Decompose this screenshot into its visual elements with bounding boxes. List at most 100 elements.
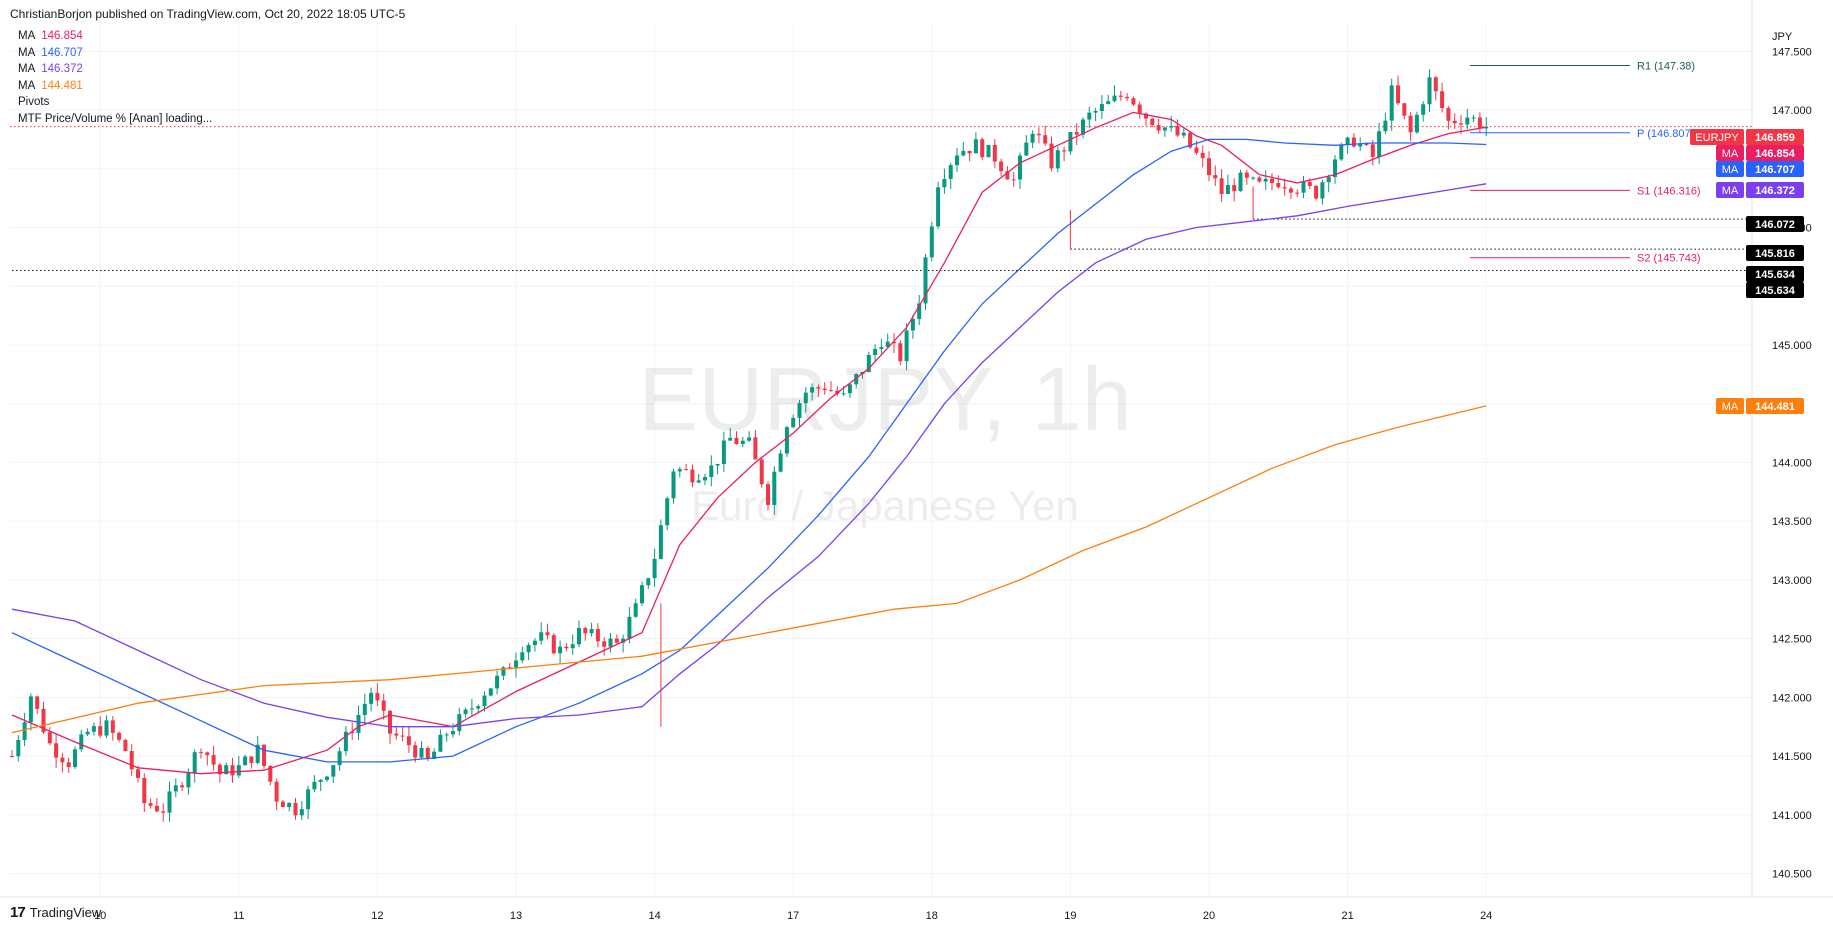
candle: [406, 726, 411, 753]
candle: [488, 688, 493, 697]
candle: [129, 743, 134, 777]
candle-body: [558, 646, 563, 654]
candle-body: [1144, 113, 1148, 119]
candle: [803, 387, 808, 413]
candle: [1288, 186, 1293, 200]
candle: [362, 693, 367, 725]
candle-body: [1219, 178, 1224, 195]
candle-body: [898, 343, 903, 362]
candle: [47, 727, 52, 746]
candle: [230, 757, 235, 783]
candle-body: [41, 708, 46, 733]
price-label-name: MA: [1722, 401, 1739, 413]
price-label: EURJPY 146.859: [1690, 129, 1804, 145]
candle-body: [343, 731, 348, 752]
candle: [60, 752, 65, 773]
candle: [551, 632, 556, 655]
candle: [747, 431, 752, 443]
candle-body: [885, 341, 890, 348]
candle-body: [1011, 179, 1016, 181]
y-tick-label: 142.000: [1772, 692, 1812, 704]
candle-body: [955, 155, 959, 166]
candle-body: [847, 384, 852, 394]
candle-body: [1471, 117, 1476, 119]
legend-item[interactable]: MA 144.481: [18, 78, 83, 95]
candle-body: [734, 437, 739, 445]
candle-body: [646, 578, 651, 586]
candle: [885, 333, 890, 348]
candle: [879, 338, 884, 354]
candle: [1213, 165, 1218, 186]
price-label-bg: [1746, 145, 1804, 161]
legend-item[interactable]: MA 146.707: [18, 45, 83, 62]
candle-body: [595, 629, 600, 642]
candle-body: [1307, 181, 1312, 187]
candle: [142, 773, 147, 812]
candle-body: [1377, 131, 1382, 157]
candle: [967, 150, 972, 162]
candle-body: [1005, 171, 1010, 180]
legend-item[interactable]: Pivots: [18, 94, 49, 111]
candle: [375, 683, 380, 707]
candle-body: [1244, 172, 1249, 178]
candle-body: [1036, 133, 1041, 136]
x-tick-label: 17: [787, 910, 799, 922]
candle: [1125, 93, 1130, 101]
candle-body: [1232, 185, 1237, 192]
candle: [1244, 169, 1249, 185]
candle-body: [1314, 186, 1319, 199]
price-label-value: 146.854: [1755, 148, 1796, 160]
candle: [306, 785, 311, 819]
candle-body: [375, 692, 380, 701]
candle-body: [1396, 85, 1400, 104]
candle: [854, 373, 859, 389]
candle: [986, 144, 991, 158]
candle-body: [425, 747, 430, 760]
candle-body: [1049, 143, 1054, 169]
candle: [1106, 94, 1111, 105]
candle: [274, 778, 279, 810]
candle: [243, 754, 248, 766]
y-tick-label: 147.000: [1772, 105, 1812, 117]
candle: [1263, 170, 1268, 190]
candle-body: [1345, 137, 1350, 146]
candle: [948, 162, 953, 189]
legend-item[interactable]: MA 146.854: [18, 28, 83, 45]
price-label: MA 146.854: [1716, 145, 1804, 161]
candle-body: [1370, 144, 1375, 157]
candle-body: [923, 257, 928, 304]
candle-body: [665, 498, 670, 526]
candle: [816, 384, 821, 397]
candle: [1036, 127, 1041, 144]
legend-item[interactable]: MA 146.372: [18, 61, 83, 78]
price-label-name-bg: [1716, 161, 1744, 177]
candle-body: [810, 387, 815, 393]
candle-body: [545, 632, 550, 636]
candle: [917, 295, 922, 326]
candle-body: [532, 640, 537, 646]
candle-body: [822, 388, 827, 391]
candle-body: [419, 747, 424, 758]
candle: [1421, 101, 1426, 122]
candle-body: [999, 161, 1004, 172]
candle: [1477, 112, 1482, 133]
legend-label: MA: [18, 79, 36, 92]
candle-body: [1106, 101, 1111, 105]
candle-body: [444, 734, 449, 736]
candle: [1099, 95, 1104, 119]
candle-body: [243, 756, 248, 766]
candle-body: [929, 226, 934, 258]
price-label-value: 144.481: [1755, 401, 1795, 413]
tradingview-brand[interactable]: 17 TradingView: [10, 904, 101, 921]
candle-body: [1169, 126, 1174, 128]
candle-body: [658, 525, 663, 559]
candle-body: [1181, 132, 1186, 136]
grid: [10, 22, 1752, 897]
candle-body: [274, 781, 279, 802]
candle-body: [1150, 118, 1155, 126]
legend-item[interactable]: MTF Price/Volume % [Anan] loading...: [18, 111, 212, 128]
candle-body: [690, 469, 695, 483]
candle: [652, 548, 657, 587]
candle-body: [381, 700, 386, 711]
